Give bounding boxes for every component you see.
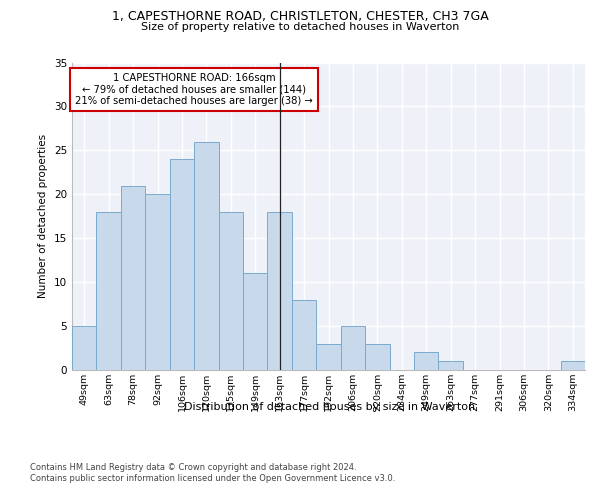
Bar <box>145 194 170 370</box>
Text: Size of property relative to detached houses in Waverton: Size of property relative to detached ho… <box>141 22 459 32</box>
Text: Contains HM Land Registry data © Crown copyright and database right 2024.: Contains HM Land Registry data © Crown c… <box>30 462 356 471</box>
Bar <box>341 326 365 370</box>
Bar <box>170 159 194 370</box>
Bar <box>365 344 389 370</box>
Bar <box>243 274 268 370</box>
Text: 1 CAPESTHORNE ROAD: 166sqm
← 79% of detached houses are smaller (144)
21% of sem: 1 CAPESTHORNE ROAD: 166sqm ← 79% of deta… <box>75 73 313 106</box>
Bar <box>439 361 463 370</box>
Y-axis label: Number of detached properties: Number of detached properties <box>38 134 49 298</box>
Bar <box>292 300 316 370</box>
Text: Distribution of detached houses by size in Waverton: Distribution of detached houses by size … <box>184 402 476 412</box>
Bar <box>560 361 585 370</box>
Bar <box>414 352 439 370</box>
Bar <box>97 212 121 370</box>
Text: Contains public sector information licensed under the Open Government Licence v3: Contains public sector information licen… <box>30 474 395 483</box>
Bar <box>121 186 145 370</box>
Bar <box>268 212 292 370</box>
Bar <box>316 344 341 370</box>
Bar <box>194 142 218 370</box>
Bar <box>72 326 97 370</box>
Bar <box>218 212 243 370</box>
Text: 1, CAPESTHORNE ROAD, CHRISTLETON, CHESTER, CH3 7GA: 1, CAPESTHORNE ROAD, CHRISTLETON, CHESTE… <box>112 10 488 23</box>
